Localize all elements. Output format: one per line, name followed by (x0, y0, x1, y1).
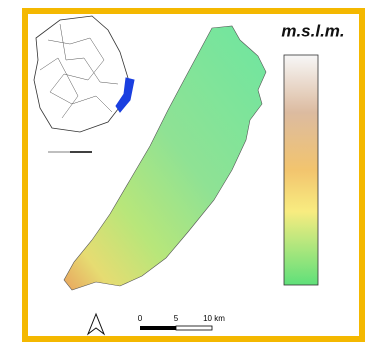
color-ramp (284, 55, 318, 285)
map-figure: m.s.l.m. 0 5 10 km (0, 0, 370, 350)
scale-label: 5 (174, 314, 179, 323)
legend-title: m.s.l.m. (281, 21, 344, 40)
scale-bar (140, 326, 212, 330)
scale-label: 0 (138, 314, 143, 323)
page: m.s.l.m. 0 5 10 km (() => { const data =… (0, 0, 370, 350)
scale-label: 10 km (203, 314, 225, 323)
